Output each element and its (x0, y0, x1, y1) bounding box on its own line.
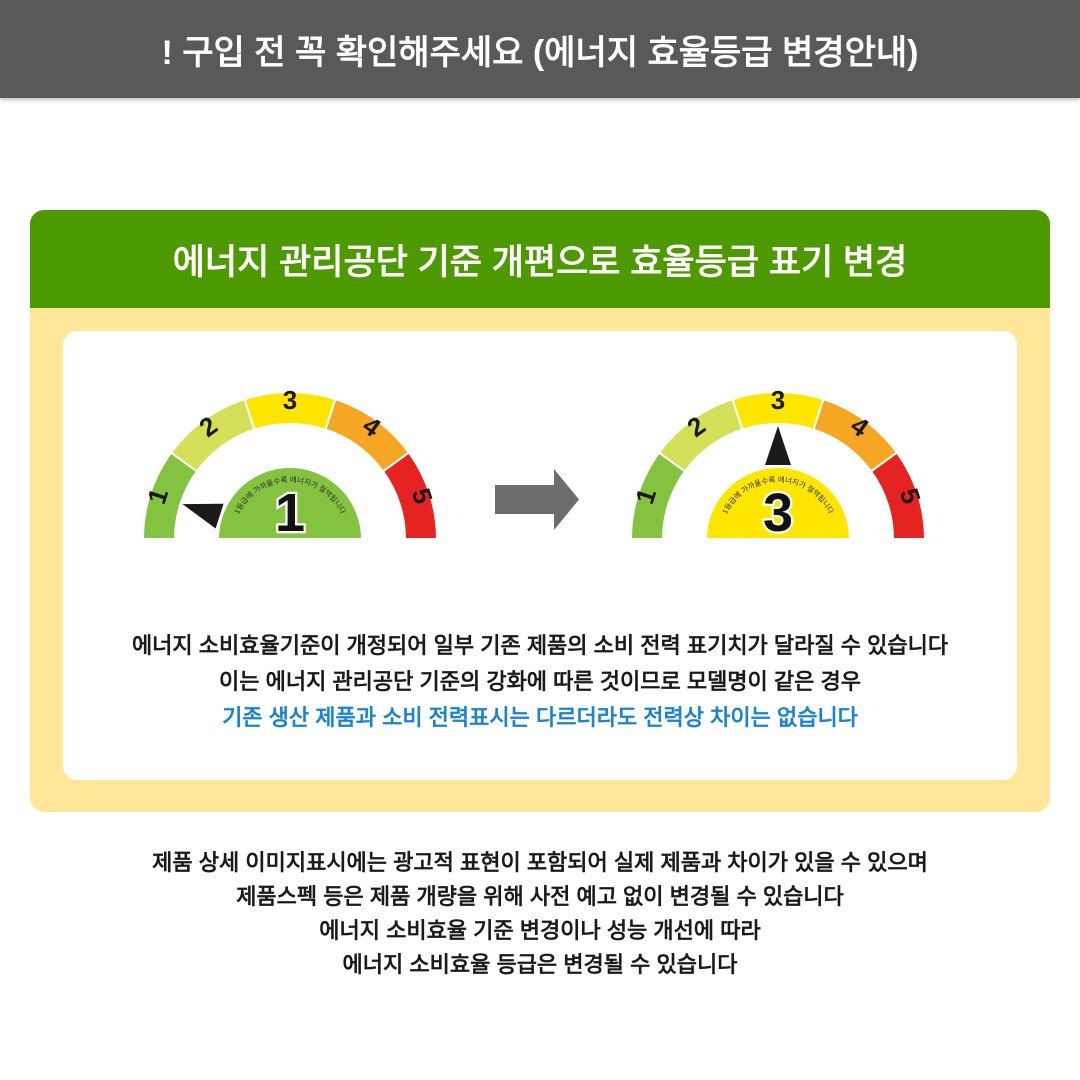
svg-text:3: 3 (771, 385, 785, 415)
svg-text:3: 3 (283, 385, 297, 415)
svg-text:3: 3 (763, 483, 793, 543)
svg-text:1: 1 (275, 483, 305, 543)
